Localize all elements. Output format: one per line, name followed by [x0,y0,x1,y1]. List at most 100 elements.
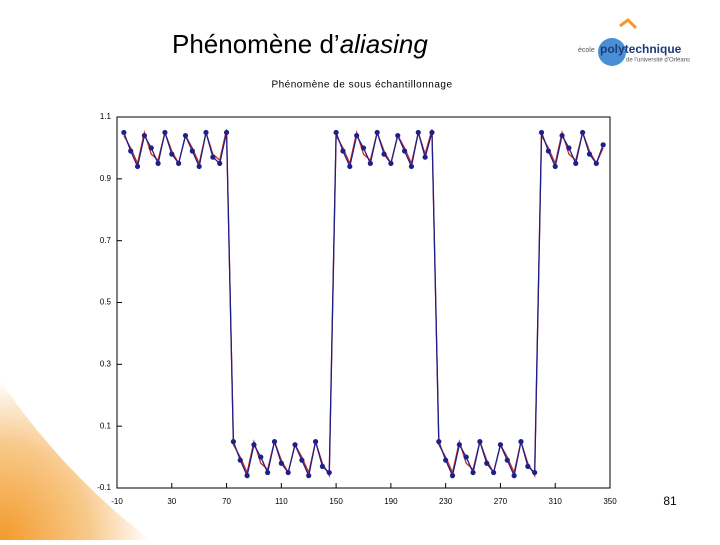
data-point [580,129,586,136]
data-point [203,129,209,136]
data-point [128,148,134,154]
data-point [429,129,435,136]
data-point [223,129,230,136]
data-point [121,129,127,136]
data-point [566,145,572,151]
data-point [237,457,243,463]
data-point [155,160,161,166]
data-point [401,148,408,154]
data-point [449,473,456,479]
data-point [470,469,476,476]
data-point [552,163,558,170]
data-point [169,151,175,157]
data-point [312,439,319,445]
data-point [525,463,531,469]
data-point [374,129,380,136]
logo-circle [598,38,626,66]
slide-title: Phénomène d’aliasing [172,29,428,59]
series-line [123,129,604,478]
data-point [360,145,367,151]
data-point [319,463,326,469]
data-point [251,442,257,448]
x-tick-label: 350 [603,497,617,506]
data-point [456,442,462,448]
data-point [559,132,565,139]
data-point [134,163,141,170]
x-tick-label: 30 [167,497,176,506]
data-point [532,469,538,476]
data-point [497,442,504,448]
y-tick-label: 0.5 [100,298,112,307]
x-tick-label: 230 [439,497,453,506]
data-point [347,163,353,170]
data-point [148,145,154,151]
data-point [326,469,332,476]
data-point [593,160,599,166]
data-point [278,460,284,466]
data-point [340,148,346,154]
data-point [538,129,545,136]
logo-mark [619,18,638,30]
data-point [292,442,298,448]
data-point [463,454,469,460]
data-point [189,148,195,154]
data-point [381,151,387,157]
data-point [196,163,202,170]
data-point [422,154,428,160]
data-point [395,132,401,139]
data-point [436,439,442,445]
logo-small: école [578,47,595,54]
y-tick-label: 0.3 [100,359,112,368]
x-tick-label: 270 [494,497,508,506]
data-point [600,142,606,148]
series-line [123,129,604,479]
data-point [162,129,168,136]
data-point [573,160,579,166]
logo-big: polytechnique [600,42,682,56]
data-point [285,469,291,476]
data-point [545,148,551,154]
data-point [388,160,394,166]
x-tick-label: -10 [111,497,123,506]
data-point [518,439,524,445]
data-point [490,469,497,476]
data-point [504,457,510,463]
y-tick-label: 0.7 [100,236,112,245]
data-point [354,132,360,139]
chart-title: Phénomène de sous échantillonnage [271,80,452,91]
x-tick-label: 310 [549,497,563,506]
data-point [265,469,271,476]
data-point [244,473,250,479]
data-point [217,160,223,166]
data-point [271,439,278,445]
data-point [511,473,517,479]
logo: école polytechnique de l’université d’Or… [578,18,690,66]
data-point [258,454,264,460]
data-point [443,457,449,463]
data-point [367,160,373,166]
y-tick-label: -0.1 [97,483,111,492]
corner-decoration [0,380,150,540]
x-tick-label: 110 [275,497,288,506]
data-point [477,439,483,445]
data-point [141,132,147,139]
data-point [210,154,216,160]
page-number: 81 [663,494,677,508]
data-point [333,129,339,136]
data-point [306,473,312,479]
data-point [230,439,237,445]
data-point [182,132,189,139]
data-point [408,163,415,170]
data-point [586,151,593,157]
x-tick-label: 190 [384,497,398,506]
y-tick-label: 1.1 [100,112,112,121]
y-tick-label: 0.1 [100,421,112,430]
data-point [299,457,305,463]
data-point [484,460,490,466]
logo-sub: de l’université d’Orléans [626,58,690,64]
x-tick-label: 150 [329,497,343,506]
y-tick-label: 0.9 [100,174,112,183]
x-tick-label: 70 [222,497,231,506]
data-point [176,160,182,166]
